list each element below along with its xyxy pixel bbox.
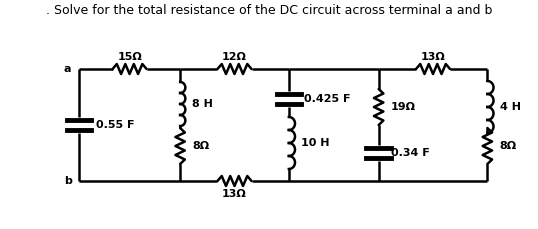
Text: 0.34 F: 0.34 F [391,148,430,158]
Text: 0.425 F: 0.425 F [304,94,350,104]
Text: b: b [63,176,72,186]
Text: 8Ω: 8Ω [500,141,517,151]
Text: 12Ω: 12Ω [222,52,247,62]
Text: 0.55 F: 0.55 F [96,120,134,130]
Text: 13Ω: 13Ω [222,189,247,199]
Text: 8 H: 8 H [193,99,213,109]
Text: 10 H: 10 H [301,138,330,148]
Text: 8Ω: 8Ω [193,141,210,151]
Text: 13Ω: 13Ω [421,52,445,62]
Text: 15Ω: 15Ω [117,52,142,62]
Text: a: a [64,64,72,74]
Text: 4 H: 4 H [500,102,521,112]
Text: 19Ω: 19Ω [391,102,416,112]
Text: . Solve for the total resistance of the DC circuit across terminal a and b: . Solve for the total resistance of the … [46,5,492,17]
